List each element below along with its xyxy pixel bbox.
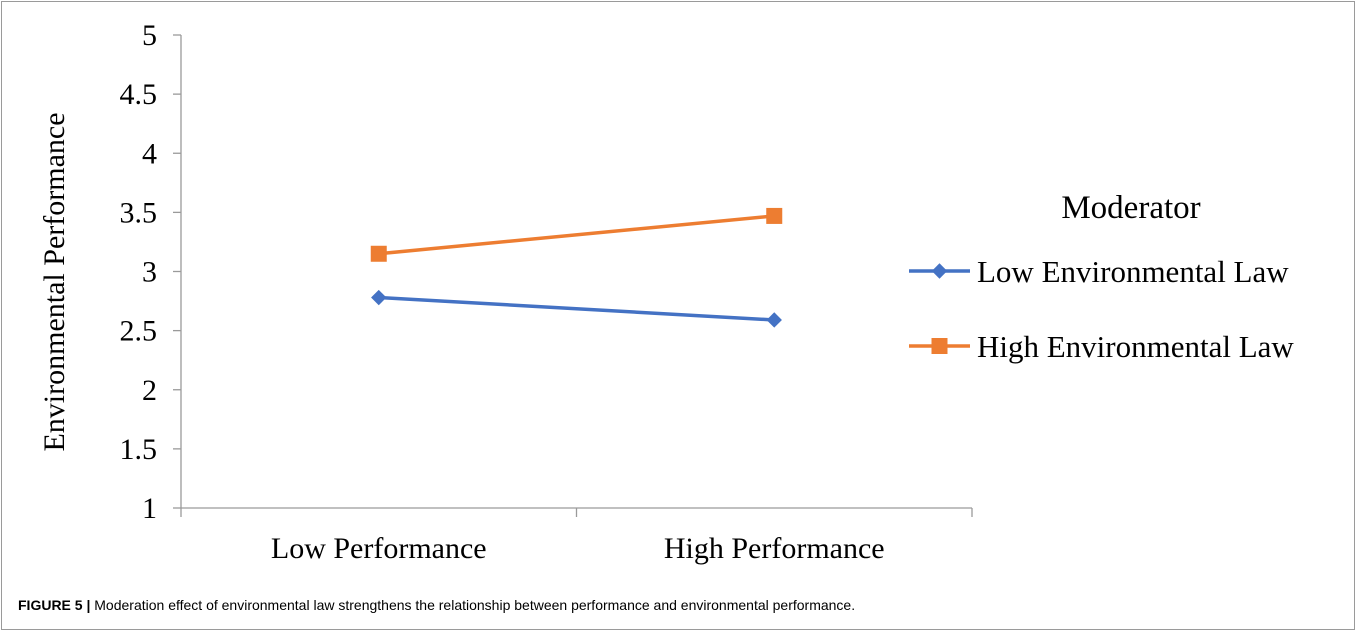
series-group (370, 207, 783, 328)
x-tick-label: Low Performance (271, 532, 487, 565)
y-axis: 1 1.5 2 2.5 3 3.5 4 4.5 5 (120, 19, 182, 525)
data-point (370, 245, 387, 262)
figure-caption: FIGURE 5 | Moderation effect of environm… (18, 597, 1338, 613)
legend-label: Low Environmental Law (977, 254, 1289, 289)
caption-label: FIGURE 5 | (18, 597, 91, 613)
y-tick-label: 4 (142, 137, 157, 170)
legend-marker (931, 263, 948, 279)
legend-title: Moderator (1061, 190, 1200, 226)
data-point (766, 312, 782, 328)
y-tick-label: 3 (142, 256, 157, 289)
line-chart: 1 1.5 2 2.5 3 3.5 4 4.5 5 Low Performance High Pe… (38, 19, 1294, 565)
series-line (378, 295, 775, 322)
data-point (766, 207, 783, 224)
y-tick-label: 1.5 (120, 433, 158, 466)
caption-text: Moderation effect of environmental law s… (90, 597, 856, 613)
series-line (378, 214, 775, 256)
y-tick-label: 5 (142, 19, 157, 52)
y-axis-label: Environmental Performance (38, 112, 71, 451)
x-tick-label: High Performance (664, 532, 885, 565)
y-tick-label: 2 (142, 374, 157, 407)
legend-marker (931, 338, 948, 354)
data-point (371, 289, 387, 306)
x-axis: Low Performance High Performance (180, 507, 973, 565)
legend: Moderator Low Environmental Law High Envi… (909, 190, 1294, 364)
y-tick-label: 4.5 (120, 78, 158, 111)
y-tick-label: 2.5 (120, 315, 158, 348)
legend-label: High Environmental Law (977, 329, 1294, 364)
y-tick-label: 3.5 (120, 196, 158, 229)
y-tick-label: 1 (142, 492, 157, 525)
